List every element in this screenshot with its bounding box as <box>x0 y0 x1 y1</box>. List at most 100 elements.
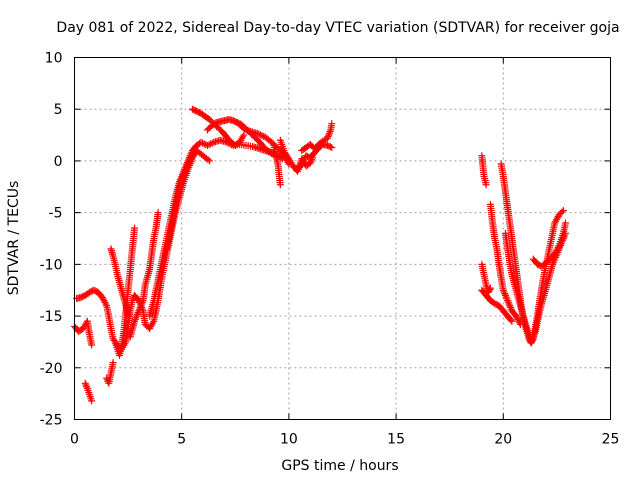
data-point <box>506 303 514 311</box>
data-point <box>99 295 107 303</box>
data-point <box>83 383 91 391</box>
y-tick-label: -25 <box>40 413 63 429</box>
data-point <box>549 260 557 268</box>
data-point <box>109 359 117 367</box>
data-point <box>133 310 141 318</box>
data-point <box>308 156 316 164</box>
data-point <box>208 139 216 147</box>
data-point <box>100 297 108 305</box>
data-point <box>512 312 520 320</box>
x-tick-label: 20 <box>494 432 512 448</box>
data-point <box>138 298 146 306</box>
data-point <box>295 162 303 170</box>
y-tick-label: 0 <box>54 154 63 170</box>
data-point <box>504 298 512 306</box>
data-point <box>553 214 561 222</box>
data-point <box>551 250 559 258</box>
data-point <box>551 219 559 227</box>
data-point <box>207 140 215 148</box>
data-point <box>102 300 110 308</box>
data-point <box>515 317 523 325</box>
data-point <box>500 288 508 296</box>
data-point <box>552 216 560 224</box>
data-point <box>101 298 109 306</box>
data-point <box>241 125 249 133</box>
data-point <box>133 312 141 320</box>
data-point <box>82 381 90 389</box>
data-point <box>326 128 334 136</box>
data-point <box>199 139 207 147</box>
data-point <box>559 207 567 215</box>
data-point <box>132 314 140 322</box>
data-point <box>326 143 334 151</box>
data-point <box>552 248 560 256</box>
data-point <box>505 300 513 308</box>
y-tick-label: -10 <box>40 257 63 273</box>
data-point <box>136 305 144 313</box>
x-tick-label: 0 <box>70 432 79 448</box>
data-point <box>328 120 336 128</box>
data-point <box>135 307 143 315</box>
data-point <box>513 314 521 322</box>
data-point <box>206 157 214 165</box>
data-point <box>258 132 266 140</box>
data-point <box>508 317 516 325</box>
data-point <box>88 341 96 349</box>
data-point <box>131 316 139 324</box>
data-point <box>527 338 535 346</box>
axis-ticks: 0 5 10 15 20 25 -25 -20 -15 -10 -5 0 5 10 <box>40 51 620 448</box>
data-point <box>528 336 536 344</box>
y-axis-label: SDTVAR / TECUs <box>6 181 22 296</box>
data-point <box>514 315 522 323</box>
y-tick-label: -15 <box>40 309 63 325</box>
data-point <box>200 140 208 148</box>
data-point <box>552 247 560 255</box>
x-axis-label: GPS time / hours <box>281 458 398 474</box>
data-point <box>276 181 284 189</box>
data-point <box>482 181 490 189</box>
x-tick-label: 10 <box>280 432 298 448</box>
data-point <box>131 317 139 325</box>
data-point <box>553 245 561 253</box>
x-tick-label: 25 <box>602 432 620 448</box>
data-point <box>503 295 511 303</box>
data-point <box>325 129 333 137</box>
y-tick-label: -20 <box>40 361 63 377</box>
data-point <box>203 141 211 149</box>
y-tick-label: 5 <box>54 102 63 118</box>
data-point <box>138 300 146 308</box>
data-point <box>529 334 537 342</box>
y-tick-label: 10 <box>45 51 63 67</box>
data-point <box>325 131 333 139</box>
y-tick-label: -5 <box>49 206 63 222</box>
data-point <box>137 302 145 310</box>
data-point <box>529 333 537 341</box>
data-point <box>88 397 96 405</box>
data-point <box>486 284 494 292</box>
data-point <box>307 157 315 165</box>
plot-frame <box>74 57 611 420</box>
data-point <box>554 243 562 251</box>
data-point <box>98 293 106 301</box>
x-tick-label: 15 <box>387 432 405 448</box>
data-point <box>552 217 560 225</box>
data-point <box>506 302 514 310</box>
data-point <box>328 143 336 151</box>
data-point <box>323 134 331 142</box>
data-point <box>256 131 264 139</box>
data-point <box>501 291 509 299</box>
data-point <box>324 133 332 141</box>
data-point <box>205 141 213 149</box>
data-point <box>131 224 139 232</box>
data-point <box>501 290 509 298</box>
data-point <box>558 208 566 216</box>
data-point <box>81 379 89 387</box>
x-tick-label: 5 <box>177 432 186 448</box>
data-point <box>530 331 538 339</box>
data-point <box>507 316 515 324</box>
data-point <box>204 156 212 164</box>
data-point <box>134 309 142 317</box>
chart-title: Day 081 of 2022, Sidereal Day-to-day VTE… <box>56 20 619 36</box>
